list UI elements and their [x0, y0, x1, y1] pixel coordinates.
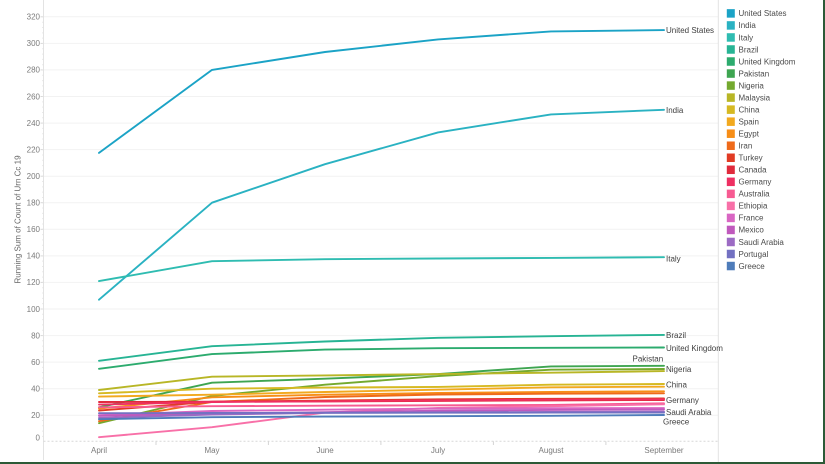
svg-text:Germany: Germany	[739, 178, 772, 187]
svg-text:September: September	[644, 446, 683, 455]
svg-text:China: China	[666, 381, 687, 390]
svg-text:20: 20	[31, 411, 40, 420]
svg-text:China: China	[739, 105, 760, 114]
svg-text:Spain: Spain	[739, 117, 759, 126]
svg-text:Brazil: Brazil	[739, 45, 759, 54]
svg-text:100: 100	[27, 305, 41, 314]
svg-text:160: 160	[27, 225, 41, 234]
svg-text:Malaysia: Malaysia	[739, 93, 771, 102]
svg-text:France: France	[739, 214, 764, 223]
svg-text:Brazil: Brazil	[666, 331, 686, 340]
svg-text:United Kingdom: United Kingdom	[739, 57, 796, 66]
svg-text:180: 180	[27, 199, 41, 208]
svg-text:220: 220	[27, 145, 41, 154]
svg-text:Australia: Australia	[739, 190, 771, 199]
svg-text:Nigeria: Nigeria	[739, 81, 765, 90]
svg-text:Germany: Germany	[666, 396, 699, 405]
svg-text:Running Sum of Count of Urn Cc: Running Sum of Count of Urn Cc 19	[14, 155, 23, 284]
svg-text:320: 320	[27, 13, 41, 22]
svg-text:India: India	[666, 106, 684, 115]
svg-text:Pakistan: Pakistan	[633, 354, 664, 363]
svg-text:May: May	[204, 446, 219, 455]
svg-text:Saudi Arabia: Saudi Arabia	[739, 238, 785, 247]
svg-text:80: 80	[31, 331, 40, 340]
svg-text:Greece: Greece	[739, 262, 766, 271]
svg-text:April: April	[91, 446, 107, 455]
svg-text:Mexico: Mexico	[739, 226, 765, 235]
svg-text:0: 0	[36, 434, 41, 443]
svg-text:August: August	[539, 446, 565, 455]
svg-text:240: 240	[27, 119, 41, 128]
svg-text:Ethiopia: Ethiopia	[739, 202, 768, 211]
svg-text:Saudi Arabia: Saudi Arabia	[666, 408, 712, 417]
svg-text:120: 120	[27, 278, 41, 287]
svg-text:United States: United States	[739, 9, 787, 18]
svg-text:60: 60	[31, 358, 40, 367]
svg-text:40: 40	[31, 385, 40, 394]
svg-text:260: 260	[27, 92, 41, 101]
svg-text:Italy: Italy	[739, 33, 754, 42]
svg-text:280: 280	[27, 66, 41, 75]
svg-text:Egypt: Egypt	[739, 130, 760, 139]
svg-text:Pakistan: Pakistan	[739, 69, 770, 78]
svg-text:United States: United States	[666, 26, 714, 35]
svg-text:United Kingdom: United Kingdom	[666, 344, 723, 353]
svg-text:300: 300	[27, 39, 41, 48]
svg-text:July: July	[431, 446, 445, 455]
svg-text:200: 200	[27, 172, 41, 181]
svg-text:India: India	[739, 21, 757, 30]
svg-text:Portugal: Portugal	[739, 250, 769, 259]
svg-text:Italy: Italy	[666, 255, 681, 264]
svg-text:140: 140	[27, 252, 41, 261]
svg-text:Iran: Iran	[739, 142, 753, 151]
svg-text:Nigeria: Nigeria	[666, 365, 692, 374]
svg-text:Turkey: Turkey	[739, 154, 763, 163]
svg-text:June: June	[316, 446, 334, 455]
svg-text:Greece: Greece	[663, 418, 690, 427]
svg-text:Canada: Canada	[739, 166, 768, 175]
